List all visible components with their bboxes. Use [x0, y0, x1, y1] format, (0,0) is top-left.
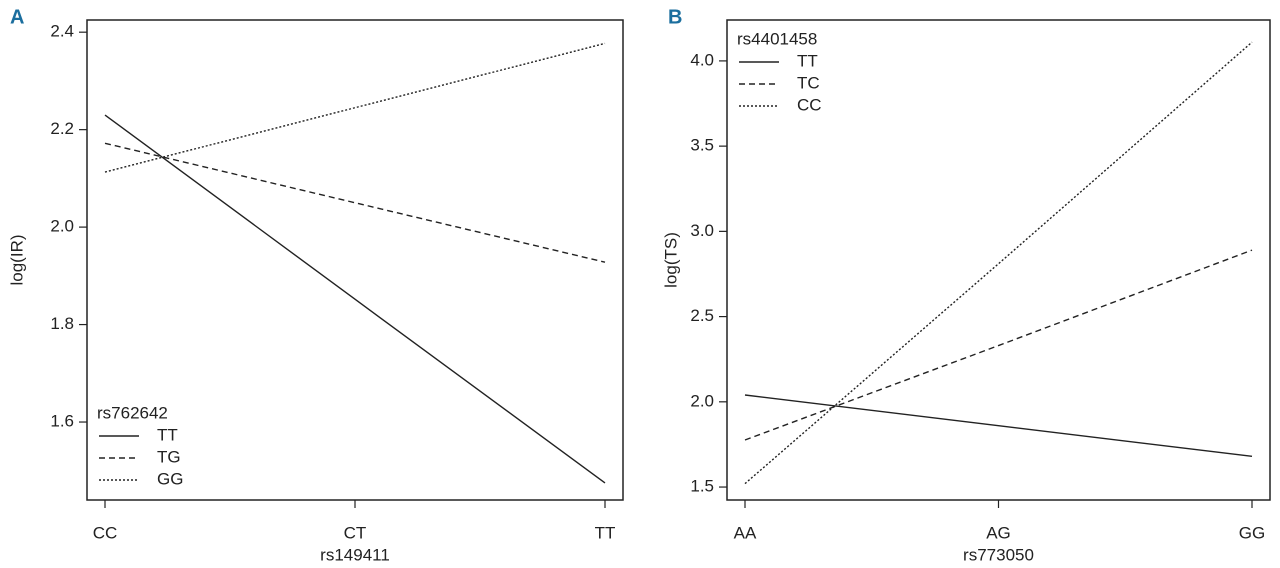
y-tick-label: 2.4 [50, 22, 74, 41]
panel-label: A [10, 6, 24, 28]
x-tick-label: CC [93, 523, 118, 542]
y-tick-label: 2.0 [50, 217, 74, 236]
y-tick-label: 3.0 [690, 221, 714, 240]
y-tick-label: 1.6 [50, 412, 74, 431]
x-tick-label: CT [344, 523, 367, 542]
legend-label: CC [797, 95, 822, 114]
series-line [744, 394, 1253, 458]
y-tick-label: 3.5 [690, 136, 714, 155]
y-tick-label: 2.2 [50, 119, 74, 138]
series-line [744, 41, 1253, 485]
y-tick-label: 2.0 [690, 391, 714, 410]
y-tick-label: 1.5 [690, 477, 714, 496]
legend-title: rs4401458 [737, 29, 817, 48]
legend-label: TG [157, 447, 181, 466]
y-tick-label: 4.0 [690, 50, 714, 69]
legend-title: rs762642 [97, 403, 168, 422]
x-tick-label: TT [595, 523, 616, 542]
legend-label: TC [797, 73, 820, 92]
series-line [104, 42, 606, 173]
series-line [104, 142, 606, 263]
legend-label: GG [157, 469, 183, 488]
series-line [104, 114, 606, 484]
x-tick-label: GG [1239, 523, 1265, 542]
legend-label: TT [797, 51, 818, 70]
y-axis-label: log(TS) [661, 232, 680, 288]
x-axis-label: rs773050 [963, 545, 1034, 564]
x-tick-label: AA [734, 523, 757, 542]
legend-label: TT [157, 425, 178, 444]
y-axis-label: log(IR) [7, 234, 26, 285]
y-tick-label: 2.5 [690, 306, 714, 325]
x-tick-label: AG [986, 523, 1011, 542]
series-line [744, 249, 1253, 441]
x-axis-label: rs149411 [320, 545, 390, 564]
panel-label: B [668, 6, 682, 28]
y-tick-label: 1.8 [50, 314, 74, 333]
